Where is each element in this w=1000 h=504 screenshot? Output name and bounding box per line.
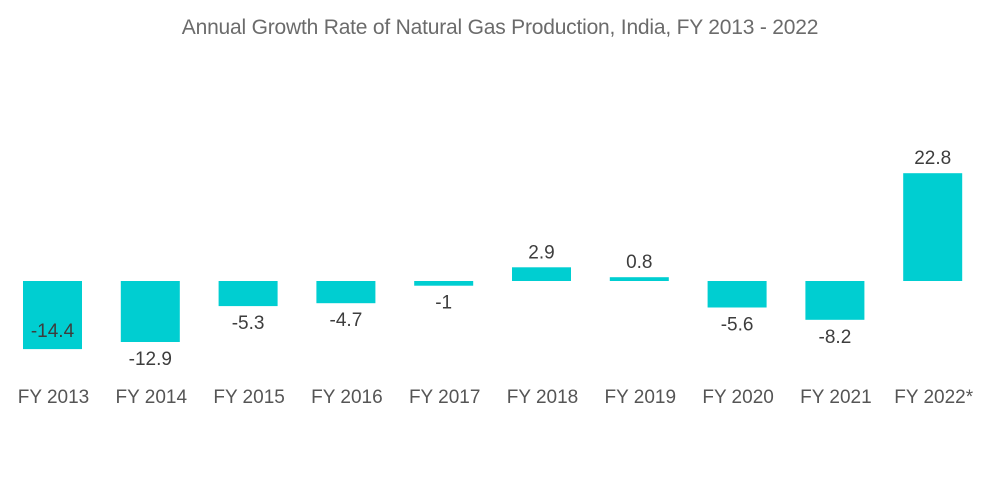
bar-fy-2017 xyxy=(414,281,474,286)
chart-title: Annual Growth Rate of Natural Gas Produc… xyxy=(181,16,819,39)
value-label: 22.8 xyxy=(914,148,951,169)
x-tick-label: FY 2016 xyxy=(311,387,382,408)
value-label: -1 xyxy=(435,293,452,314)
value-label: -5.6 xyxy=(721,315,754,336)
x-tick-label: FY 2022* xyxy=(894,387,973,408)
value-label: -5.3 xyxy=(232,313,265,334)
x-tick-label: FY 2014 xyxy=(116,387,188,408)
value-labels-group: -14.4-12.9-5.3 -4.7-12.9 0.8-5.6-8.222.8 xyxy=(31,148,951,370)
bar-fy-2020 xyxy=(707,281,767,308)
x-tick-label: FY 2018 xyxy=(507,387,578,408)
value-label: -8.2 xyxy=(819,327,852,348)
x-tick-label: FY 2020 xyxy=(702,387,773,408)
bar-fy-2016 xyxy=(316,281,376,304)
x-tick-label: FY 2015 xyxy=(213,387,284,408)
bar-fy-2018 xyxy=(512,267,571,281)
bar-fy-2015 xyxy=(218,281,278,307)
x-tick-label: FY 2021 xyxy=(800,387,871,408)
x-tick-label: FY 2017 xyxy=(409,387,480,408)
bars-group xyxy=(23,173,963,350)
bar-fy-2019 xyxy=(609,277,669,281)
bar-fy-2014 xyxy=(120,281,180,342)
bar-fy-2013 xyxy=(23,281,82,350)
x-axis-ticks-group: FY 2013 FY 2014 FY 2015 FY 2016 FY 2017 FY 20… xyxy=(18,387,974,408)
value-label: 2.9 xyxy=(528,242,554,263)
bar-fy-2022 xyxy=(903,173,963,281)
value-label: -12.9 xyxy=(129,349,172,370)
x-tick-label: FY 2013 xyxy=(18,387,89,408)
bar-fy-2021 xyxy=(805,281,865,320)
value-label: -14.4 xyxy=(31,321,75,342)
value-label: 0.8 xyxy=(626,252,652,273)
x-tick-label: FY 2019 xyxy=(605,387,676,408)
value-label: -4.7 xyxy=(330,310,363,331)
